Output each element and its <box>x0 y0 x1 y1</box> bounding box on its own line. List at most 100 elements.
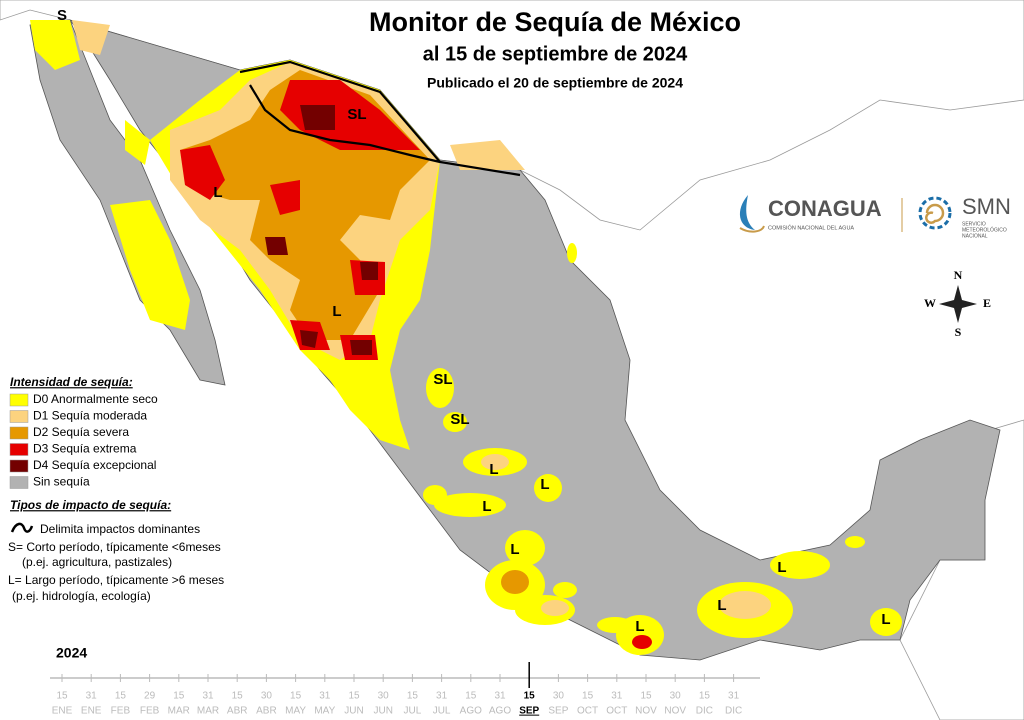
timeline-month: MAY <box>285 706 306 717</box>
timeline-month: OCT <box>577 706 598 717</box>
impact-boundary <box>239 60 521 177</box>
legend-label: D2 Sequía severa <box>33 425 129 439</box>
drought-area <box>541 600 569 616</box>
title: Monitor de Sequía de México <box>369 7 741 37</box>
impact-title: Tipos de impacto de sequía: <box>10 498 171 512</box>
timeline-month: MAR <box>197 706 219 717</box>
drought-area <box>300 105 335 130</box>
legend-swatch <box>9 410 29 423</box>
drought-area <box>443 412 467 432</box>
timeline: 2024 15 ENE 31 ENE 15 FEB 29 FEB 15 MAR 31 MAR 15 ABR… <box>50 645 760 717</box>
legend-label: D0 Anormalmente seco <box>33 392 158 406</box>
conagua: CONAGUA <box>768 196 882 221</box>
drought-area <box>300 330 318 348</box>
timeline-month: DIC <box>725 706 742 717</box>
impact-label: SL <box>450 411 469 428</box>
timeline-day: 15 <box>699 691 711 702</box>
legend-label: D3 Sequía extrema <box>33 442 137 456</box>
subtitle: al 15 de septiembre de 2024 <box>423 43 688 65</box>
timeline-day: 30 <box>261 691 273 702</box>
impact-label: L <box>717 597 726 614</box>
timeline-day: 30 <box>553 691 565 702</box>
drought-area <box>770 551 830 579</box>
drought-area <box>553 582 577 598</box>
legend-swatch <box>9 476 29 489</box>
timeline-day: 15 <box>56 691 68 702</box>
legend-label: D4 Sequía excepcional <box>33 458 156 472</box>
timeline-month: SEP <box>519 706 539 717</box>
drought-area <box>360 262 378 280</box>
impact-note: (p.ej. hidrología, ecología) <box>12 589 151 603</box>
timeline-month: ENE <box>81 706 102 717</box>
legend-label: Sin sequía <box>33 475 90 489</box>
timeline-day: 31 <box>436 691 448 702</box>
timeline-day: 15 <box>640 691 652 702</box>
timeline-month: MAY <box>314 706 335 717</box>
timeline-day: 30 <box>670 691 682 702</box>
drought-area <box>350 340 372 355</box>
impact-label: L <box>482 498 491 515</box>
timeline-day: 31 <box>611 691 623 702</box>
timeline-month: ABR <box>256 706 277 717</box>
drought-area <box>534 474 562 502</box>
timeline-month: AGO <box>460 706 482 717</box>
timeline-month: JUL <box>404 706 422 717</box>
timeline-day: 30 <box>378 691 390 702</box>
impact-label: SL <box>433 371 452 388</box>
drought-area <box>30 20 80 70</box>
drought-area <box>125 120 150 165</box>
drought-area <box>505 530 545 566</box>
timeline-day: 15 <box>290 691 302 702</box>
timeline-day: 31 <box>319 691 331 702</box>
drought-area <box>180 145 225 200</box>
drought-area <box>72 20 110 55</box>
drought-area <box>845 536 865 548</box>
impact-label: L <box>635 618 644 635</box>
timeline-month: JUN <box>344 706 363 717</box>
timeline-month: OCT <box>606 706 627 717</box>
impact-label: L <box>510 541 519 558</box>
timeline-day: 31 <box>494 691 506 702</box>
timeline-day: 29 <box>144 691 156 702</box>
timeline-day: 15 <box>115 691 127 702</box>
compass-e: E <box>983 296 991 310</box>
impact-line: Delimita impactos dominantes <box>40 522 200 536</box>
legend-label: D1 Sequía moderada <box>33 409 147 423</box>
timeline-day: 31 <box>728 691 740 702</box>
smn-sub: SERVICIO <box>962 221 986 227</box>
timeline-month: SEP <box>548 706 568 717</box>
drought-area <box>719 591 771 619</box>
impact-label: SL <box>347 106 366 123</box>
timeline-month: FEB <box>111 706 131 717</box>
timeline-month: ABR <box>227 706 248 717</box>
timeline-month: AGO <box>489 706 511 717</box>
drought-area <box>426 368 454 408</box>
timeline-day: 15 <box>173 691 185 702</box>
timeline-day: 15 <box>582 691 594 702</box>
map-labels: S SL L L SL SL L L L L L L L L <box>57 7 891 635</box>
legend-swatch <box>9 459 29 473</box>
timeline-month: ENE <box>52 706 73 717</box>
drought-area <box>265 237 288 255</box>
timeline-day: 15 <box>465 691 477 702</box>
timeline-year: 2024 <box>56 645 87 661</box>
smn-sub: METEOROLÓGICO <box>962 226 1007 233</box>
drought-area <box>481 454 509 470</box>
compass-n: N <box>954 268 963 282</box>
impact-label: S <box>57 7 67 24</box>
impact-label: L <box>540 476 549 493</box>
timeline-day: 15 <box>407 691 419 702</box>
conagua-sub: COMISIÓN NACIONAL DEL AGUA <box>768 224 854 231</box>
drought-area <box>632 635 652 649</box>
published: Publicado el 20 de septiembre de 2024 <box>427 75 683 91</box>
timeline-day: 15 <box>232 691 244 702</box>
timeline-day: 31 <box>86 691 98 702</box>
impact-label: L <box>881 611 890 628</box>
timeline-day: 15 <box>524 691 536 702</box>
compass-w: W <box>924 296 936 310</box>
drought-area <box>270 180 300 215</box>
impact-label: L <box>777 559 786 576</box>
smn-sub: NACIONAL <box>962 233 988 239</box>
timeline-month: NOV <box>664 706 686 717</box>
